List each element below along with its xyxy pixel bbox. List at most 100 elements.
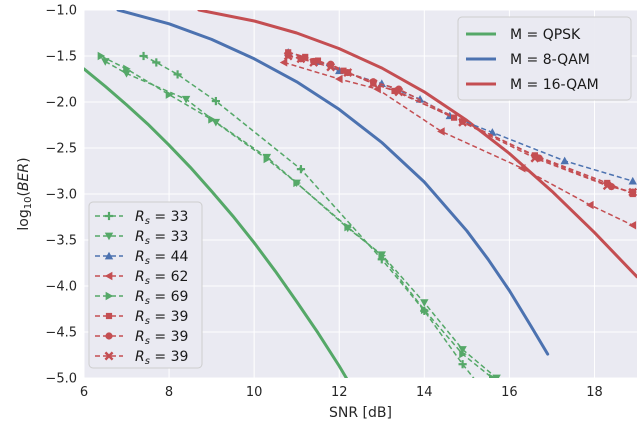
theory-curve [84,67,349,378]
sim-marker [459,349,467,359]
sim-marker [458,346,467,354]
sim-marker [420,305,429,315]
sim-marker [604,179,611,187]
sim-series [97,51,497,378]
sim-marker [211,96,220,106]
sim-marker [560,156,569,165]
y-axis-label-subscript: 10 [23,197,34,210]
y-axis-label-prefix: log [16,209,32,230]
sim-marker [484,392,492,400]
sim-legend-label: Rs = 33 [135,229,188,247]
x-tick-label: 8 [165,385,173,400]
sim-marker [293,178,301,188]
series-layer [84,10,637,400]
sim-marker [309,57,319,67]
sim-marker [263,154,272,164]
x-tick-label: 18 [586,385,603,400]
sim-marker [283,51,293,61]
grid [83,9,637,379]
y-tick-label: −2.0 [45,96,77,111]
x-tick-label: 6 [80,385,88,400]
sim-legend-label: Rs = 39 [135,309,188,327]
sim-marker [489,373,497,378]
sim-marker [437,127,445,136]
theory-legend-frame [457,16,632,101]
y-axis-label: log10(BER) [16,157,34,230]
sim-marker [165,90,174,99]
sim-marker [628,187,637,197]
sim-marker [628,176,637,185]
y-tick-label: −3.5 [45,234,77,249]
sim-legend-marker [104,351,114,361]
sim-marker [530,153,540,163]
sim-legend-marker [104,251,114,260]
sim-marker [344,222,352,232]
sim-marker [97,51,106,61]
sim-legend-label: Rs = 69 [135,289,188,307]
y-tick-label: −4.0 [45,280,77,295]
sim-legend-label: Rs = 33 [135,209,188,227]
sim-marker [458,360,467,369]
y-tick-label: −2.5 [45,142,77,157]
sim-legend-label: Rs = 44 [135,249,188,267]
sim-marker [101,58,110,66]
theory-legend-label: M = 8-QAM [510,52,590,68]
sim-marker [335,74,343,84]
sim-legend-marker [105,332,113,340]
sim-marker [296,54,306,64]
theory-legend: M = QPSK M = 8-QAM M = 16-QAM [457,16,632,101]
sim-legend-marker [105,312,113,320]
x-tick-label: 12 [331,385,348,400]
sim-legend-label: Rs = 39 [135,349,188,367]
y-tick-label: −4.5 [45,326,77,341]
sim-marker [296,165,306,174]
x-tick-label: 16 [501,385,518,400]
sim-series [139,51,492,400]
sim-marker [628,221,637,230]
sim-marker [343,68,353,78]
sim-marker [173,70,182,79]
sim-marker [517,164,526,173]
sim-series [283,51,637,197]
sim-legend-label: Rs = 62 [135,269,188,287]
x-axis-label: SNR [dB] [329,405,392,421]
sim-marker [123,64,131,74]
sim-legend-marker [104,211,114,221]
theory-curve [197,10,637,279]
sim-marker [458,117,468,127]
sim-series [279,58,637,230]
simulation-legend: Rs = 33 Rs = 33 Rs = 44 Rs = 62 Rs = 69 Rs = … [88,201,203,369]
y-tick-label: −5.0 [45,372,77,387]
sim-legend-marker [105,291,114,301]
sim-legend-label: Rs = 39 [135,329,188,347]
theory-curve [116,10,550,356]
sim-marker [420,299,429,307]
sim-marker [314,57,322,64]
sim-marker [152,58,161,67]
y-tick-label: −1.0 [45,4,77,19]
sim-marker [586,200,594,210]
sim-marker [368,79,378,89]
y-tick-label: −3.0 [45,188,77,203]
sim-marker [326,62,336,72]
axis-ticks: 6 8 10 12 14 16 18 −1.0 −1.5 −2.0 −2.5 −3.0 −3.5 −4.0… [45,4,602,401]
sim-legend-frame [88,201,203,369]
sim-marker [373,84,381,94]
sim-marker [208,115,216,124]
sim-marker [602,181,612,191]
x-tick-label: 10 [246,385,263,400]
sim-legend-marker [104,232,114,241]
y-axis-label-argument: BER [16,163,32,191]
theory-legend-label: M = 16-QAM [510,77,599,93]
y-tick-label: −1.5 [45,50,77,65]
sim-marker [302,53,309,61]
sim-marker [139,51,148,61]
sim-marker [394,87,404,97]
x-tick-label: 14 [416,385,433,400]
sim-legend-marker [104,271,113,281]
sim-marker [181,95,191,104]
theory-legend-label: M = QPSK [510,27,581,43]
sim-marker [378,251,386,260]
